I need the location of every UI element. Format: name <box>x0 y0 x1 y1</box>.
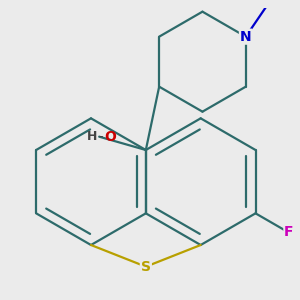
Text: -: - <box>99 130 103 143</box>
Text: H: H <box>86 130 97 143</box>
Text: S: S <box>141 260 151 274</box>
Text: N: N <box>240 30 252 44</box>
Text: O: O <box>104 130 116 144</box>
Text: F: F <box>284 226 293 239</box>
